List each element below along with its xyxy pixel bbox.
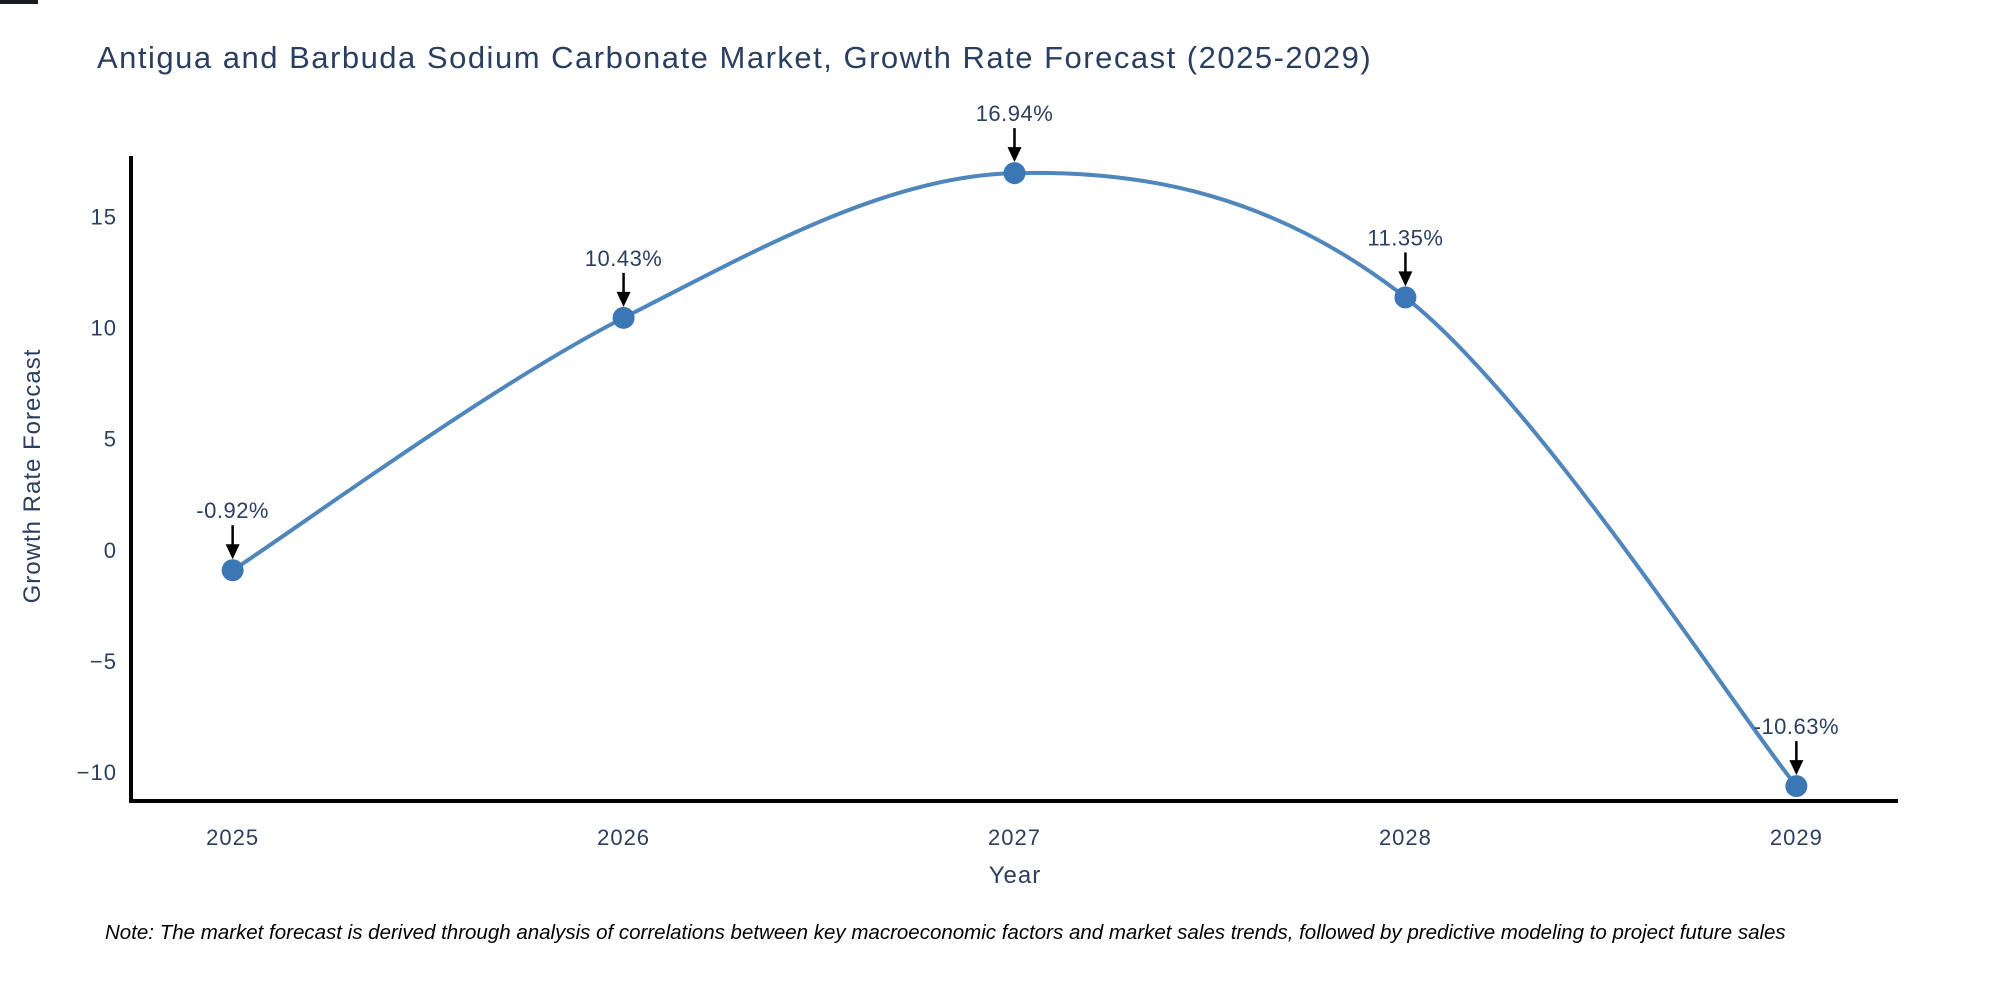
- x-tick-label: 2025: [206, 825, 259, 850]
- annotation-arrowhead: [1007, 147, 1022, 163]
- annotation-label: 11.35%: [1367, 225, 1443, 250]
- screen-edge-artifact: [0, 0, 38, 4]
- x-axis-title: Year: [988, 862, 1042, 889]
- annotation-label: 16.94%: [976, 101, 1054, 126]
- footnote: Note: The market forecast is derived thr…: [105, 921, 1786, 944]
- annotation-label: -10.63%: [1754, 714, 1839, 739]
- annotation-label: -0.92%: [196, 498, 269, 523]
- x-tick-label: 2028: [1379, 825, 1432, 850]
- annotation-arrowhead: [1398, 271, 1413, 287]
- data-point-2027[interactable]: [1003, 162, 1026, 185]
- data-point-2028[interactable]: [1394, 286, 1417, 309]
- x-tick-label: 2027: [988, 825, 1041, 850]
- y-tick-label: 15: [91, 204, 117, 229]
- annotation-label: 10.43%: [585, 246, 663, 271]
- annotation-arrowhead: [225, 544, 240, 560]
- x-tick-label: 2026: [597, 825, 650, 850]
- data-point-2026[interactable]: [612, 306, 635, 329]
- x-tick-label: 2029: [1770, 825, 1823, 850]
- data-point-2025[interactable]: [221, 559, 244, 582]
- y-tick-label: 0: [104, 538, 117, 563]
- chart-title: Antigua and Barbuda Sodium Carbonate Mar…: [97, 40, 1373, 75]
- data-point-2029[interactable]: [1785, 775, 1808, 798]
- y-tick-label: −5: [90, 649, 117, 674]
- annotation-arrowhead: [616, 291, 631, 307]
- annotation-arrowhead: [1789, 760, 1804, 776]
- forecast-line: [231, 170, 1798, 788]
- y-tick-label: 10: [91, 315, 117, 340]
- y-tick-label: 5: [104, 427, 117, 452]
- y-tick-label: −10: [77, 760, 117, 785]
